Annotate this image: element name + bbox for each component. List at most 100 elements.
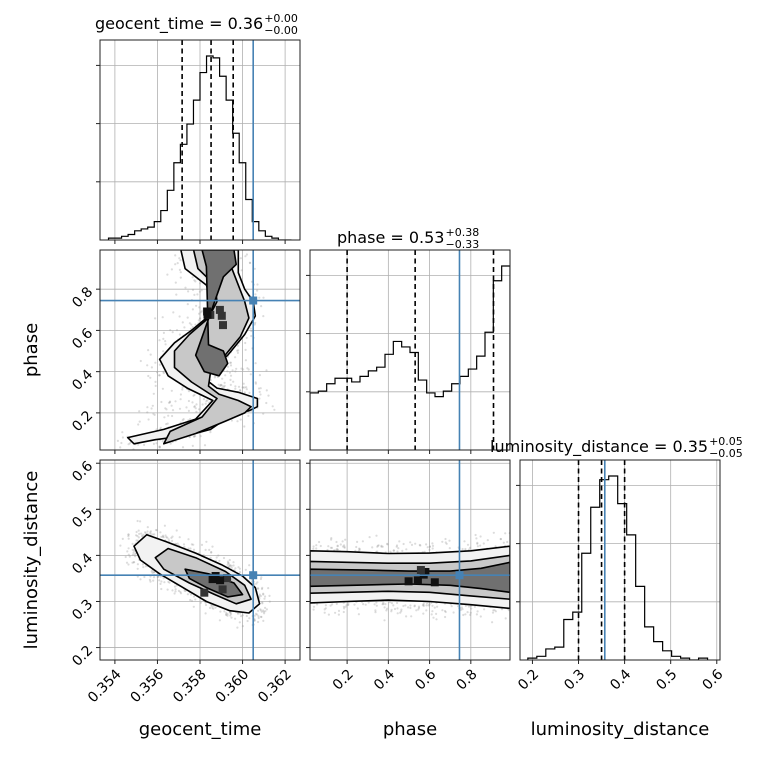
- sample-dot: [240, 367, 243, 370]
- sample-dot: [133, 561, 136, 564]
- sample-dot: [312, 605, 316, 608]
- sample-dot: [237, 385, 241, 388]
- sample-dot: [155, 442, 158, 445]
- panel-border: [309, 459, 511, 661]
- sample-dot: [386, 542, 389, 546]
- sample-dot: [402, 604, 405, 608]
- sample-dot: [203, 444, 207, 447]
- sample-dot: [152, 442, 155, 445]
- sample-dot: [249, 327, 252, 330]
- sample-dot: [144, 532, 147, 535]
- sample-dot: [258, 397, 261, 400]
- sample-dot: [491, 621, 494, 624]
- sample-dot: [253, 618, 256, 621]
- sample-dot: [205, 540, 208, 543]
- y-tick-label: 0.6: [69, 458, 96, 485]
- density-block: [215, 305, 224, 314]
- sample-dot: [179, 592, 183, 595]
- sample-dot: [166, 588, 169, 591]
- density-clip-group: [100, 245, 300, 450]
- sample-dot: [384, 603, 387, 606]
- sample-dot: [192, 394, 195, 397]
- sample-dot: [302, 544, 304, 546]
- sample-dot: [228, 565, 231, 568]
- sample-dot: [245, 388, 248, 391]
- histogram-step-phase: [310, 265, 510, 450]
- sample-dot: [376, 544, 379, 547]
- sample-dot: [178, 268, 181, 271]
- sample-dot: [335, 540, 338, 544]
- sample-dot: [476, 541, 479, 545]
- sample-dot: [374, 611, 377, 614]
- sample-dot: [448, 539, 451, 542]
- sample-dot: [192, 245, 194, 247]
- sample-dot: [171, 331, 174, 334]
- density-block: [219, 321, 227, 330]
- sample-dot: [153, 413, 156, 416]
- sample-dot: [189, 593, 193, 596]
- sample-dot: [171, 535, 174, 538]
- sample-dot: [479, 535, 482, 538]
- sample-dot: [245, 336, 248, 339]
- sample-dot: [464, 613, 467, 616]
- sample-dot: [179, 276, 182, 279]
- sample-dot: [245, 386, 248, 389]
- sample-dot: [492, 609, 495, 612]
- sample-dot: [493, 609, 496, 612]
- sample-dot: [409, 606, 412, 610]
- sample-dot: [178, 407, 182, 410]
- density-block: [218, 585, 227, 594]
- sample-dot: [161, 440, 164, 443]
- sample-dot: [191, 325, 194, 329]
- y-tick-label: 0.4: [69, 367, 96, 394]
- axis-labels: geocent_time phase luminosity_distancephas…: [21, 323, 709, 740]
- sample-dot: [312, 547, 315, 550]
- hist-panel-luminosity_distance: [516, 459, 721, 664]
- sample-dot: [219, 610, 222, 613]
- sample-dot: [422, 602, 425, 605]
- sample-dot: [432, 616, 435, 619]
- x-tick-label: 0.5: [653, 666, 680, 693]
- sample-dot: [305, 540, 307, 542]
- sample-dot: [257, 587, 260, 590]
- sample-dot: [194, 323, 197, 326]
- sample-dot: [228, 558, 231, 562]
- sample-dot: [158, 445, 161, 449]
- sample-dot: [392, 549, 395, 552]
- sample-dot: [163, 581, 166, 584]
- sample-dot: [504, 617, 507, 620]
- sample-dot: [383, 606, 386, 609]
- sample-dot: [210, 550, 213, 554]
- sample-dot: [230, 566, 233, 569]
- sample-dot: [209, 556, 212, 559]
- density-panel-geocent_time_vs_phase: [96, 245, 301, 454]
- sample-dot: [199, 282, 202, 285]
- sample-dot: [138, 410, 141, 413]
- sample-dot: [245, 614, 248, 618]
- sample-dot: [182, 543, 186, 546]
- sample-dot: [425, 543, 428, 546]
- sample-dot: [396, 607, 399, 610]
- sample-dot: [168, 581, 171, 584]
- sample-dot: [254, 321, 257, 324]
- sample-dot: [306, 540, 308, 542]
- sample-dot: [194, 435, 197, 438]
- sample-dot: [119, 446, 122, 449]
- sample-dot: [226, 370, 229, 373]
- sample-dot: [149, 532, 152, 535]
- sample-dot: [163, 524, 166, 527]
- sample-dot: [209, 431, 212, 434]
- sample-dot: [376, 545, 379, 548]
- sample-dot: [256, 581, 259, 584]
- sample-dot: [132, 561, 135, 564]
- sample-dot: [160, 587, 163, 591]
- sample-dot: [160, 535, 163, 539]
- sample-dot: [253, 267, 256, 270]
- sample-dot: [441, 609, 444, 612]
- sample-dot: [259, 615, 263, 618]
- sample-dot: [444, 541, 447, 544]
- sample-dot: [193, 405, 196, 408]
- sample-dot: [444, 615, 447, 619]
- sample-dot: [137, 443, 140, 446]
- density-clip-group: [100, 460, 300, 660]
